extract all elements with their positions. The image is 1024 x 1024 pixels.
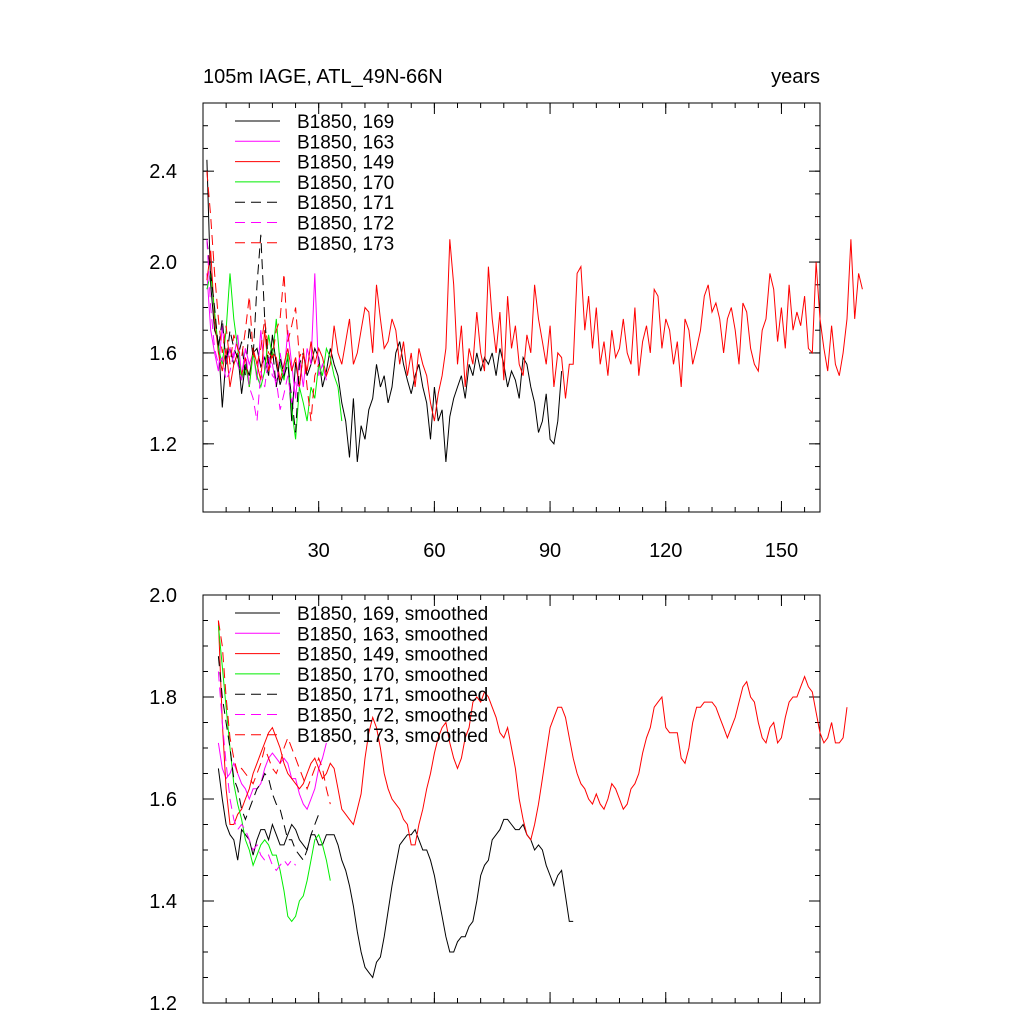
y-tick-label: 2.0 (149, 585, 177, 607)
legend-label-1: B1850, 163 (297, 132, 394, 153)
legend-label-0: B1850, 169 (297, 112, 394, 133)
series-line-2 (206, 239, 863, 422)
legend-label-3: B1850, 170, smoothed (297, 665, 488, 686)
plot-frame (202, 594, 821, 1004)
x-tick-label: 120 (649, 540, 682, 562)
x-tick-label: 60 (423, 540, 445, 562)
x-tick-label: 90 (539, 540, 561, 562)
y-tick-label: 1.4 (149, 891, 177, 913)
series-line-4 (217, 656, 320, 862)
y-tick-label: 1.2 (149, 434, 177, 456)
legend-label-2: B1850, 149, smoothed (297, 645, 488, 666)
series-line-3 (206, 273, 343, 440)
top-title-right: years (771, 66, 820, 88)
legend-label-2: B1850, 149 (297, 153, 394, 174)
legend-label-4: B1850, 171, smoothed (297, 685, 488, 706)
series-line-5 (217, 671, 296, 872)
y-tick-label: 2.4 (149, 161, 177, 183)
series-line-1 (206, 273, 327, 399)
legend-label-5: B1850, 172 (297, 214, 394, 235)
series-line-2 (217, 620, 848, 846)
series-line-5 (206, 239, 300, 422)
top-panel: 105m IAGE, ATL_49N-66N years 1.2 1.6 2.0 2.… (149, 66, 863, 562)
y-tick-label: 1.8 (149, 687, 177, 709)
series-line-4 (206, 234, 304, 433)
series-line-3 (217, 625, 331, 923)
legend-label-3: B1850, 170 (297, 173, 394, 194)
y-tick-label: 1.6 (149, 343, 177, 365)
series-line-6 (217, 620, 331, 805)
y-tick-label: 2.0 (149, 252, 177, 274)
top-title-left: 105m IAGE, ATL_49N-66N (203, 66, 443, 88)
x-tick-label: 150 (765, 540, 798, 562)
legend-label-4: B1850, 171 (297, 193, 394, 214)
legend-label-1: B1850, 163, smoothed (297, 624, 488, 645)
series-line-6 (206, 171, 320, 422)
x-tick-label: 30 (308, 540, 330, 562)
series-line-1 (217, 742, 327, 811)
legend-label-6: B1850, 173 (297, 234, 394, 255)
y-tick-label: 1.6 (149, 789, 177, 811)
legend-label-5: B1850, 172, smoothed (297, 706, 488, 727)
series-line-0 (217, 768, 574, 979)
legend-label-0: B1850, 169, smoothed (297, 604, 488, 625)
legend-label-6: B1850, 173, smoothed (297, 726, 488, 747)
y-tick-label: 1.2 (149, 993, 177, 1015)
